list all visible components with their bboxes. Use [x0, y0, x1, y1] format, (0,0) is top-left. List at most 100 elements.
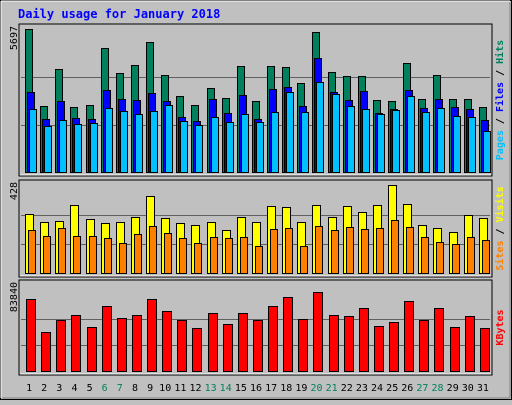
bar-pages-day-20 [316, 82, 324, 173]
x-label-day-17: 17 [265, 383, 277, 394]
bar-sites-day-6 [104, 238, 112, 274]
bar-kbytes-day-26 [404, 301, 414, 372]
x-label-day-2: 2 [41, 383, 47, 394]
bar-kbytes-day-25 [389, 322, 399, 372]
legend-hits-files-pages: Pages / Files / Hits [494, 40, 506, 160]
bar-kbytes-day-13 [208, 313, 218, 372]
x-label-day-21: 21 [326, 383, 338, 394]
bar-sites-day-7 [119, 243, 127, 274]
legend-separator: / [495, 222, 506, 240]
x-label-day-15: 15 [235, 383, 247, 394]
x-label-day-1: 1 [26, 383, 32, 394]
bar-pages-day-13 [211, 117, 219, 173]
bar-kbytes-day-4 [71, 315, 81, 372]
legend-separator: / [495, 64, 506, 82]
legend-separator: / [495, 112, 506, 130]
bar-kbytes-day-17 [268, 306, 278, 372]
bar-pages-day-25 [392, 110, 400, 173]
x-label-day-14: 14 [220, 383, 232, 394]
bar-sites-day-19 [300, 246, 308, 274]
max-value-label: 428 [9, 182, 20, 200]
bar-kbytes-day-10 [162, 311, 172, 372]
x-label-day-9: 9 [147, 383, 153, 394]
bar-pages-day-2 [44, 126, 52, 173]
bar-kbytes-day-7 [117, 318, 127, 372]
x-label-day-23: 23 [356, 383, 368, 394]
bar-sites-day-26 [406, 227, 414, 274]
bar-sites-day-8 [134, 234, 142, 274]
x-label-day-22: 22 [341, 383, 353, 394]
bar-sites-day-22 [346, 227, 354, 274]
bar-sites-day-16 [255, 246, 263, 274]
bar-sites-day-30 [467, 237, 475, 274]
bar-sites-day-23 [361, 229, 369, 274]
bar-kbytes-day-3 [56, 320, 66, 372]
bar-sites-day-1 [28, 230, 36, 274]
bar-pages-day-22 [347, 106, 355, 173]
x-label-day-10: 10 [159, 383, 171, 394]
bar-sites-day-27 [421, 237, 429, 274]
legend-item-visits: Visits [494, 186, 506, 222]
bar-pages-day-14 [226, 122, 234, 173]
bar-sites-day-15 [240, 237, 248, 274]
bar-pages-day-8 [135, 114, 143, 173]
x-label-day-27: 27 [416, 383, 428, 394]
chart-title: Daily usage for January 2018 [18, 7, 220, 21]
x-label-day-24: 24 [371, 383, 383, 394]
bar-pages-day-26 [407, 96, 415, 173]
x-label-day-13: 13 [205, 383, 217, 394]
bar-sites-day-21 [331, 230, 339, 274]
x-axis-labels: 1 2 3 4 5 6 7 8 9 10 11 12 13 14 15 16 17 18 19 20 21 22 23 24 2… [26, 383, 489, 394]
bar-kbytes-day-30 [465, 316, 475, 372]
bar-sites-day-9 [149, 226, 157, 274]
legend-visits-sites: Sites / Visits [494, 186, 506, 270]
bar-kbytes-day-20 [313, 292, 323, 372]
bar-kbytes-day-5 [87, 327, 97, 372]
bar-sites-day-17 [270, 229, 278, 274]
bar-kbytes-day-12 [192, 328, 202, 372]
max-value-label: 5697 [9, 26, 20, 50]
bar-sites-day-24 [376, 228, 384, 274]
panel-kbytes: 83840 KBytes [9, 279, 506, 376]
bar-sites-day-5 [89, 236, 97, 274]
bar-sites-day-11 [179, 238, 187, 274]
x-label-day-30: 30 [462, 383, 474, 394]
bar-pages-day-9 [150, 111, 158, 173]
bar-kbytes-day-14 [223, 324, 233, 372]
bar-kbytes-day-29 [450, 327, 460, 372]
x-label-day-16: 16 [250, 383, 262, 394]
bar-pages-day-17 [271, 112, 279, 173]
bar-pages-day-21 [332, 94, 340, 173]
bar-sites-day-14 [225, 238, 233, 274]
bar-pages-day-12 [195, 125, 203, 173]
bar-sites-day-10 [164, 233, 172, 274]
x-label-day-18: 18 [280, 383, 292, 394]
bar-kbytes-day-18 [283, 297, 293, 372]
bar-kbytes-day-9 [147, 299, 157, 372]
bar-kbytes-day-21 [329, 315, 339, 372]
x-label-day-4: 4 [71, 383, 77, 394]
bar-pages-day-11 [180, 121, 188, 173]
bar-sites-day-4 [73, 236, 81, 274]
x-label-day-3: 3 [56, 383, 62, 394]
legend-item-pages: Pages [495, 130, 506, 160]
x-label-day-8: 8 [132, 383, 138, 394]
x-label-day-19: 19 [295, 383, 307, 394]
bar-sites-day-2 [43, 236, 51, 274]
bar-pages-day-5 [90, 123, 98, 173]
bar-pages-day-3 [59, 120, 67, 173]
bar-kbytes-day-15 [238, 313, 248, 372]
panel-hits-files-pages: 5697 Pages / Files / Hits [9, 23, 506, 177]
bar-pages-day-24 [377, 114, 385, 173]
bar-kbytes-day-11 [177, 320, 187, 372]
x-label-day-6: 6 [102, 383, 108, 394]
x-label-day-28: 28 [431, 383, 443, 394]
bar-kbytes-day-31 [480, 328, 490, 372]
x-label-day-29: 29 [447, 383, 459, 394]
bar-sites-day-20 [315, 226, 323, 274]
max-value-label: 83840 [9, 282, 20, 312]
x-label-day-7: 7 [117, 383, 123, 394]
bar-sites-day-12 [194, 243, 202, 274]
bar-pages-day-15 [241, 114, 249, 173]
